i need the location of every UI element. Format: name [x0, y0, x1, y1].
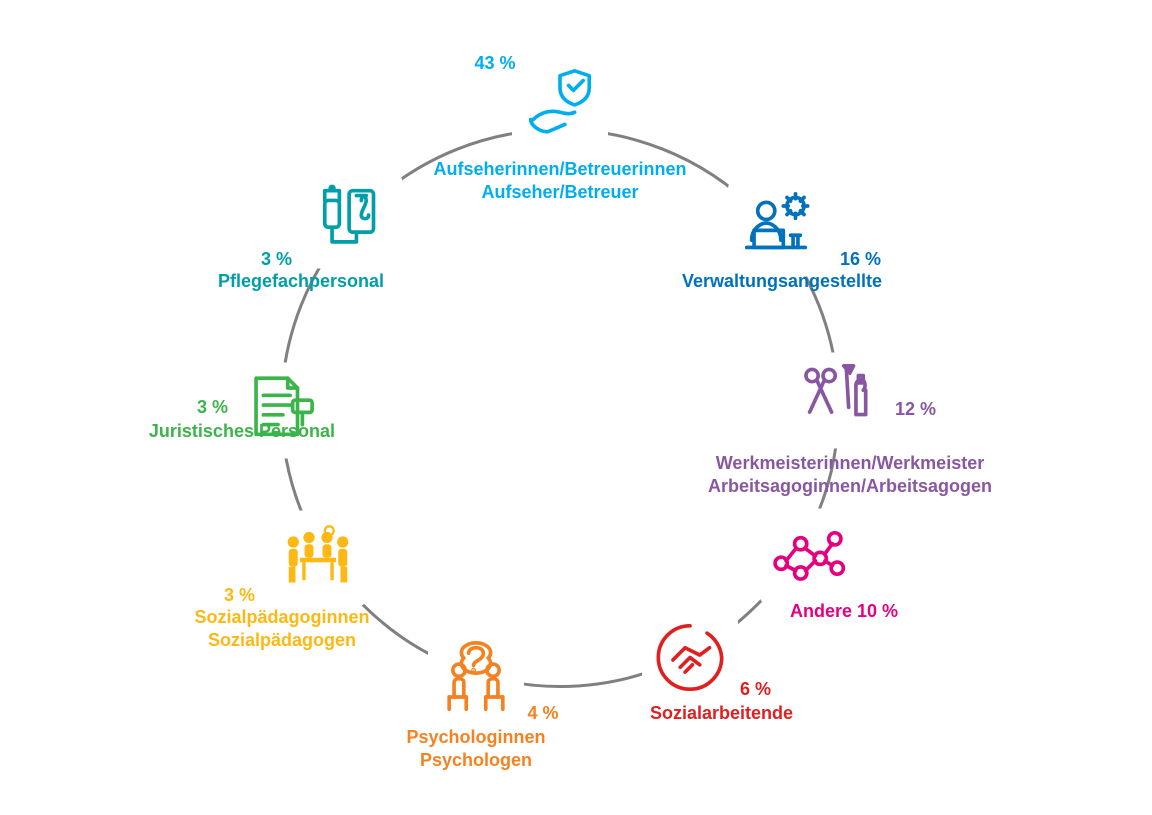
- percent-label-werkmeister: 12 %: [895, 398, 936, 421]
- percent-label-psychologen: 4 %: [527, 702, 558, 725]
- staff-distribution-ring: 43 %Aufseherinnen/Betreuerinnen Aufseher…: [0, 0, 1152, 815]
- percent-label-verwaltung: 16 %: [840, 248, 881, 271]
- percent-label-aufseher: 43 %: [474, 52, 515, 75]
- category-label-sozialarbeitende: Sozialarbeitende: [650, 702, 793, 725]
- percent-label-pflege: 3 %: [261, 248, 292, 271]
- category-label-psychologen: Psychologinnen Psychologen: [406, 726, 545, 771]
- category-label-andere: Andere 10 %: [790, 600, 898, 623]
- category-label-sozialpaedagogen: Sozialpädagoginnen Sozialpädagogen: [194, 606, 369, 651]
- percent-label-sozialpaedagogen: 3 %: [224, 584, 255, 607]
- ring-outline: [280, 128, 840, 688]
- percent-label-juristen: 3 %: [197, 396, 228, 419]
- percent-label-sozialarbeitende: 6 %: [740, 678, 771, 701]
